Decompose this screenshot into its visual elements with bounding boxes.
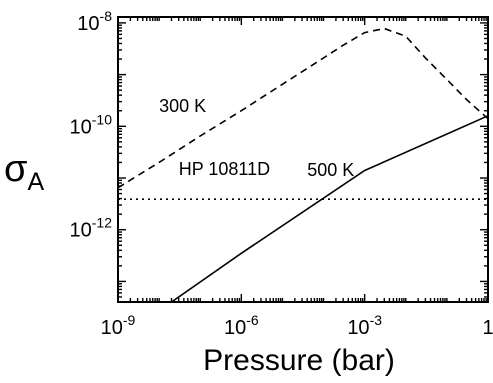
x-tick-label-0: 10-9 bbox=[101, 312, 136, 339]
y-tick-label-0: 10-8 bbox=[77, 8, 112, 35]
plot-series bbox=[118, 27, 488, 302]
series-line-1 bbox=[171, 115, 488, 302]
x-tick-label-2: 10-3 bbox=[347, 312, 382, 339]
y-tick-label-base: 10 bbox=[70, 220, 92, 242]
y-tick-label-base: 10 bbox=[70, 116, 92, 138]
x-tick-label-base: 10 bbox=[347, 317, 369, 339]
x-axis-title: Pressure (bar) bbox=[203, 344, 395, 377]
annotation-1: 500 K bbox=[307, 160, 354, 180]
y-tick-label-exp: -10 bbox=[92, 111, 112, 127]
annotations: 300 K 500 K HP 10811D bbox=[159, 96, 354, 180]
plot-frame bbox=[117, 16, 489, 303]
annotation-2: HP 10811D bbox=[179, 159, 270, 179]
x-tick-labels: 10-9 10-6 10-3 1 bbox=[101, 312, 493, 339]
x-tick-label-base: 1 bbox=[482, 317, 493, 339]
x-tick-label-exp: -3 bbox=[370, 312, 383, 328]
annotation-0: 300 K bbox=[159, 96, 206, 116]
y-tick-label-base: 10 bbox=[77, 13, 99, 35]
major-ticks bbox=[117, 17, 489, 302]
y-tick-label-exp: -8 bbox=[100, 8, 113, 24]
y-axis-title-sub: A bbox=[27, 168, 44, 196]
x-tick-label-base: 10 bbox=[224, 317, 246, 339]
x-tick-label-base: 10 bbox=[101, 317, 123, 339]
y-tick-label-exp: -12 bbox=[92, 215, 112, 231]
y-axis-title-base: σ bbox=[4, 148, 27, 190]
x-tick-label-exp: -9 bbox=[123, 312, 136, 328]
y-tick-label-2: 10-12 bbox=[70, 215, 113, 242]
y-axis-title: σA bbox=[4, 148, 44, 196]
series-line-0 bbox=[118, 27, 488, 189]
y-tick-label-1: 10-10 bbox=[70, 111, 113, 138]
x-tick-label-exp: -6 bbox=[246, 312, 259, 328]
x-tick-label-1: 10-6 bbox=[224, 312, 259, 339]
x-tick-label-3: 1 bbox=[482, 317, 493, 339]
minor-ticks bbox=[118, 17, 488, 303]
